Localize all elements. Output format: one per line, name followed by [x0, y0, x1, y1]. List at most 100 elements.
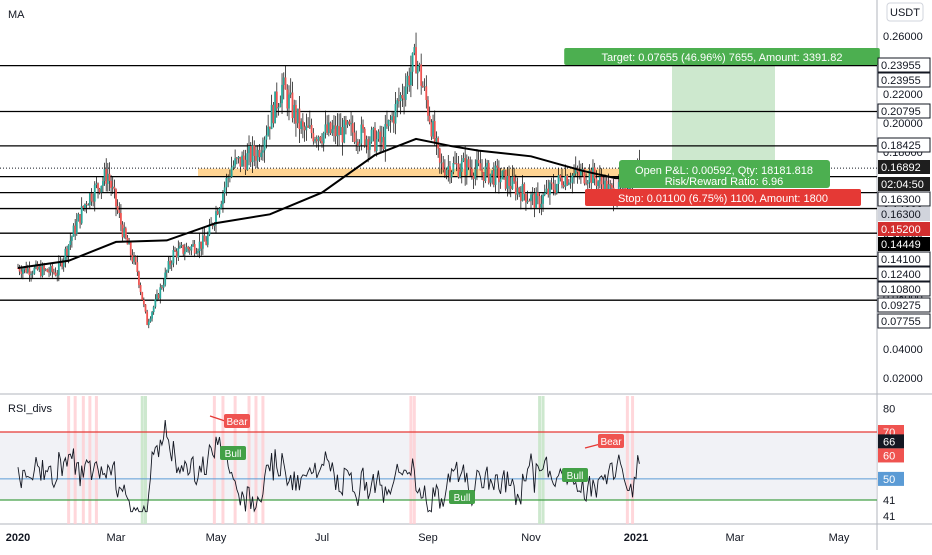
price-badge: 0.07755	[881, 316, 921, 328]
candle-body	[92, 201, 95, 203]
rsi-pane-label: RSI_divs	[8, 403, 53, 415]
rsi-badge: 41	[883, 511, 895, 523]
candle-body	[161, 287, 163, 289]
time-axis-label: Nov	[521, 532, 541, 544]
candle-body	[110, 180, 112, 188]
rsi-line[interactable]	[17, 420, 640, 513]
candle-body	[523, 184, 526, 195]
time-axis-label: Mar	[726, 532, 745, 544]
candle-body	[379, 131, 382, 143]
candle-body	[291, 92, 294, 119]
candle-body	[406, 75, 409, 87]
candle-body	[567, 182, 570, 185]
candle-body	[346, 121, 349, 125]
candle-body	[564, 175, 567, 187]
candle-body	[372, 128, 375, 130]
candle-body	[498, 167, 500, 183]
price-badge-bg	[877, 251, 931, 267]
candle-body	[319, 136, 322, 142]
candle-body	[100, 185, 103, 193]
candle-body	[327, 122, 330, 133]
candle-body	[535, 192, 538, 208]
candle-body	[514, 181, 517, 195]
candle-body	[38, 266, 41, 270]
candle-body	[460, 161, 463, 172]
candle-body	[370, 129, 373, 142]
candle-body	[167, 261, 170, 271]
candle-body	[138, 271, 140, 286]
candle-body	[129, 242, 132, 256]
candle-body	[549, 182, 551, 195]
candle-body	[20, 271, 23, 274]
price-badge-bg	[878, 222, 930, 236]
candle-body	[102, 181, 104, 186]
candle-body	[74, 225, 77, 234]
candle-body	[581, 168, 584, 171]
candle-body	[501, 170, 504, 180]
candle-body	[482, 172, 485, 181]
currency-button[interactable]	[886, 2, 924, 22]
candle-body	[550, 182, 553, 184]
candle-body	[248, 146, 250, 154]
candle-body	[600, 176, 603, 185]
candle-body	[256, 149, 259, 161]
price-badge-bg	[878, 160, 930, 174]
candle-body	[450, 172, 453, 178]
candle-body	[580, 170, 582, 176]
price-badge: 0.20795	[881, 106, 921, 118]
candle-body	[82, 205, 85, 209]
rsi-overbought-highlight	[412, 396, 416, 524]
candle-body	[262, 150, 264, 153]
candle-body	[234, 158, 237, 166]
candle-body	[513, 176, 516, 182]
candle-body	[315, 139, 318, 142]
candle-body	[394, 103, 397, 124]
rsi-overbought-highlight	[88, 396, 92, 524]
candle-body	[574, 168, 577, 174]
candle-body	[22, 269, 24, 274]
candle-body	[423, 86, 426, 88]
moving-average-line[interactable]	[17, 137, 640, 269]
rsi-overbought-highlight	[625, 396, 629, 524]
candle-body	[108, 173, 111, 181]
main-pane-label: MA	[8, 9, 25, 21]
candle-body	[360, 124, 363, 144]
price-badge-bg	[877, 313, 931, 329]
price-badge-bg	[878, 207, 930, 221]
price-axis-tick: 0.04000	[883, 344, 923, 356]
candle-body	[260, 152, 263, 158]
candle-body	[389, 119, 392, 121]
candle-body	[213, 224, 216, 227]
candle-body	[569, 182, 572, 184]
rsi-signal-badge-bg	[224, 414, 250, 428]
candle-body	[57, 262, 60, 276]
candle-body	[44, 269, 47, 270]
rsi-badge-bg	[878, 471, 904, 486]
candle-body	[362, 124, 364, 129]
candle-body	[543, 192, 546, 196]
candle-body	[146, 311, 149, 325]
candle-body	[33, 267, 36, 274]
candle-body	[476, 159, 478, 170]
time-axis-label: 2020	[6, 532, 30, 544]
candle-body	[54, 272, 57, 276]
target-zone	[672, 65, 775, 177]
candle-body	[443, 169, 446, 176]
candle-body	[403, 98, 405, 100]
candle-body	[270, 104, 273, 130]
rsi-signal-label: Bear	[600, 437, 622, 448]
candle-body	[421, 85, 424, 88]
candle-body	[111, 186, 114, 188]
candle-body	[265, 135, 268, 140]
candle-body	[355, 141, 358, 143]
time-axis-label: May	[829, 532, 850, 544]
candle-body	[75, 221, 78, 234]
candle-body	[536, 192, 539, 197]
candle-body	[377, 131, 380, 140]
candle-body	[351, 123, 354, 133]
candle-body	[80, 205, 83, 224]
risk-reward-label: Risk/Reward Ratio: 6.96	[665, 176, 784, 188]
candle-body	[430, 122, 433, 137]
candle-body	[97, 183, 99, 189]
